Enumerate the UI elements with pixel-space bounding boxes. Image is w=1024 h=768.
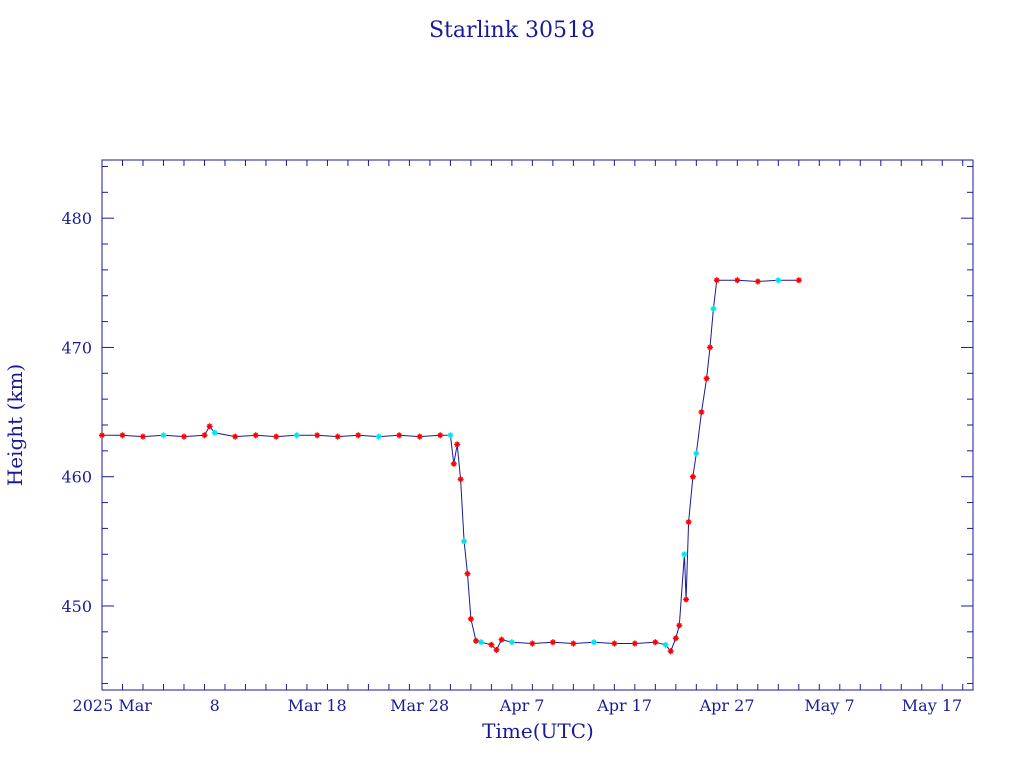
data-point: [549, 639, 556, 646]
data-point: [498, 636, 505, 643]
data-point: [252, 432, 259, 439]
data-point: [464, 570, 471, 577]
y-tick-label: 480: [61, 209, 92, 228]
data-point: [667, 648, 674, 655]
data-point: [181, 433, 187, 440]
x-axis-label: Time(UTC): [482, 719, 594, 743]
data-point: [467, 615, 474, 622]
data-point: [689, 473, 696, 480]
data-point: [529, 640, 536, 647]
data-point: [119, 432, 126, 439]
data-point: [473, 637, 479, 644]
data-point: [211, 429, 218, 436]
data-point: [710, 305, 717, 312]
axis-ticks: 450 460 470 480 2025 Mar 8 Mar 18 Mar 28 Apr 7 Ap…: [61, 160, 973, 715]
data-point: [206, 423, 213, 430]
data-point: [99, 432, 105, 439]
chart-title: Starlink 30518: [429, 18, 595, 43]
data-point: [713, 277, 720, 284]
data-point: [685, 519, 692, 525]
data-point: [795, 277, 802, 284]
data-point: [611, 640, 618, 647]
x-tick-label: May 17: [902, 696, 962, 715]
data-point: [570, 640, 577, 647]
data-point: [488, 641, 495, 648]
data-point: [590, 639, 597, 646]
data-point: [140, 433, 146, 440]
data-point: [478, 639, 485, 646]
data-point: [693, 450, 700, 457]
data-point: [355, 432, 362, 439]
data-point: [457, 476, 464, 483]
x-tick-label: Mar 28: [390, 696, 449, 715]
data-point: [314, 432, 321, 439]
data-series: [99, 277, 802, 655]
data-point: [707, 344, 713, 351]
data-point: [681, 551, 688, 558]
x-tick-label: 8: [210, 696, 220, 715]
data-point: [698, 409, 705, 416]
data-point: [734, 277, 741, 284]
data-point: [672, 635, 679, 642]
x-tick-label: Apr 7: [499, 696, 545, 715]
data-point: [493, 646, 500, 653]
y-tick-label: 470: [61, 338, 92, 357]
data-point: [508, 639, 515, 646]
data-point: [652, 639, 659, 646]
data-point: [416, 433, 423, 440]
x-tick-label: Mar 18: [288, 696, 347, 715]
data-point: [396, 432, 403, 439]
data-point: [450, 460, 457, 467]
data-point: [375, 433, 382, 440]
y-tick-label: 450: [61, 597, 92, 616]
x-tick-label: 2025 Mar: [73, 696, 153, 715]
data-point: [160, 432, 167, 439]
data-point: [334, 433, 341, 440]
data-point: [447, 432, 454, 439]
data-point: [754, 278, 761, 285]
data-point: [293, 432, 300, 439]
data-point: [273, 433, 280, 440]
data-point: [683, 596, 690, 603]
data-point: [454, 441, 461, 448]
x-tick-label: Apr 17: [596, 696, 652, 715]
data-point: [676, 622, 683, 629]
data-point: [775, 277, 782, 284]
data-point: [201, 432, 208, 439]
plot-frame: [101, 159, 974, 691]
x-tick-label: May 7: [804, 696, 854, 715]
series-line: [102, 279, 799, 653]
data-point: [631, 640, 638, 647]
data-point: [437, 432, 444, 439]
data-point: [461, 538, 468, 545]
data-point: [703, 375, 710, 382]
y-axis-label: Height (km): [3, 364, 27, 486]
x-tick-label: Apr 27: [699, 696, 755, 715]
data-point: [232, 433, 239, 440]
y-tick-label: 460: [61, 468, 92, 487]
data-point: [662, 641, 669, 648]
